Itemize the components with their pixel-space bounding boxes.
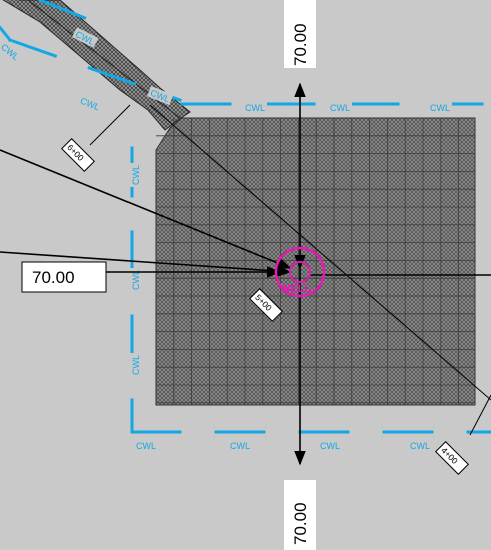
cwl-label-gap bbox=[130, 353, 141, 377]
cwl-label-gap bbox=[0, 39, 24, 64]
cwl-label: CWL bbox=[131, 355, 141, 375]
cwl-label: CWL bbox=[136, 441, 156, 451]
cwl-label-gap bbox=[318, 440, 342, 451]
cwl-label: CWL bbox=[430, 103, 450, 113]
cwl-label-gap bbox=[428, 102, 452, 113]
cwl-label-gap bbox=[130, 268, 141, 292]
cwl-label-gap bbox=[130, 163, 141, 187]
cwl-label: CWL bbox=[320, 441, 340, 451]
dimension-top-label: 70.00 bbox=[291, 23, 310, 66]
pad-grid bbox=[156, 118, 475, 405]
dimension-left-label: 70.00 bbox=[32, 268, 75, 287]
cwl-label: CWL bbox=[245, 103, 265, 113]
alignment-line bbox=[149, 104, 491, 401]
dimension-left: 70.00 bbox=[21, 261, 107, 293]
dimension-bottom-label: 70.00 bbox=[291, 502, 310, 545]
well-marker: WELL bbox=[274, 246, 326, 298]
cwl-label-gap bbox=[77, 93, 104, 114]
dimension-lines bbox=[0, 82, 491, 466]
cwl-label-gap bbox=[147, 85, 174, 106]
dimension-top: 70.00 bbox=[284, 0, 316, 68]
cwl-label: CWL bbox=[131, 165, 141, 185]
station-5-00: 5+00 bbox=[249, 288, 283, 322]
cwl-label: CWL bbox=[131, 270, 141, 290]
cwl-label-gap bbox=[134, 440, 158, 451]
cwl-label-gap bbox=[228, 440, 252, 451]
well-label: WELL bbox=[280, 283, 311, 295]
dimension-bottom: 70.00 bbox=[284, 480, 316, 550]
station-6-00: 6+00 bbox=[61, 104, 131, 172]
cwl-label: CWL bbox=[230, 441, 250, 451]
cwl-label: CWL bbox=[79, 96, 101, 113]
cwl-label-gap bbox=[72, 27, 99, 48]
crosshair-circle-icon bbox=[274, 246, 326, 298]
station-4-00: 4+00 bbox=[435, 394, 491, 475]
cwl-label: CWL bbox=[410, 441, 430, 451]
well-pad bbox=[155, 117, 476, 406]
cwl-label: CWL bbox=[330, 103, 350, 113]
cwl-label-gap bbox=[243, 102, 267, 113]
cwl-label-gap bbox=[408, 440, 432, 451]
cwl-label-gap bbox=[328, 102, 352, 113]
